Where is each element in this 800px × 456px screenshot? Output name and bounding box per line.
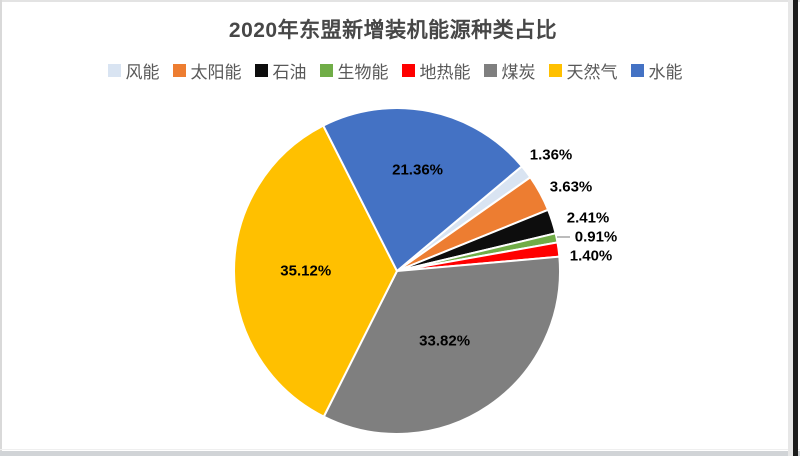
legend: 风能 太阳能 石油 生物能 地热能 煤炭 天然气 水能: [0, 58, 790, 83]
window-edge-bottom: [0, 451, 800, 456]
legend-swatch-wind: [107, 64, 121, 77]
legend-label-coal: 煤炭: [501, 63, 536, 82]
window-edge-right-dark: [793, 0, 798, 456]
legend-swatch-hydro: [630, 64, 644, 77]
window-edge-left: [0, 0, 2, 456]
legend-swatch-bio: [319, 64, 333, 77]
window-edge-bottom-faint: [0, 449, 800, 450]
legend-item-geothermal[interactable]: 地热能: [401, 58, 471, 83]
legend-swatch-solar: [172, 64, 186, 77]
legend-item-coal[interactable]: 煤炭: [483, 58, 536, 83]
legend-item-gas[interactable]: 天然气: [548, 58, 618, 83]
legend-swatch-geothermal: [401, 64, 415, 77]
window-edge-top: [0, 0, 800, 2]
legend-item-wind[interactable]: 风能: [107, 58, 160, 83]
legend-swatch-oil: [254, 64, 268, 77]
legend-label-solar: 太阳能: [190, 63, 242, 82]
pie-slice-hydro[interactable]: [321, 107, 524, 273]
legend-label-bio: 生物能: [337, 63, 389, 82]
legend-item-solar[interactable]: 太阳能: [172, 58, 242, 83]
legend-swatch-coal: [483, 64, 497, 77]
window-edge-right-gray: [788, 0, 793, 456]
legend-label-wind: 风能: [125, 63, 160, 82]
legend-item-oil[interactable]: 石油: [254, 58, 307, 83]
legend-item-bio[interactable]: 生物能: [319, 58, 389, 83]
legend-item-hydro[interactable]: 水能: [630, 58, 683, 83]
legend-label-oil: 石油: [272, 63, 307, 82]
pie-slice-gas[interactable]: [232, 124, 399, 418]
chart-title: 2020年东盟新增装机能源种类占比: [228, 19, 558, 42]
legend-swatch-gas: [548, 64, 562, 77]
legend-label-hydro: 水能: [648, 63, 683, 82]
legend-label-gas: 天然气: [566, 63, 618, 82]
legend-label-geothermal: 地热能: [419, 63, 471, 82]
